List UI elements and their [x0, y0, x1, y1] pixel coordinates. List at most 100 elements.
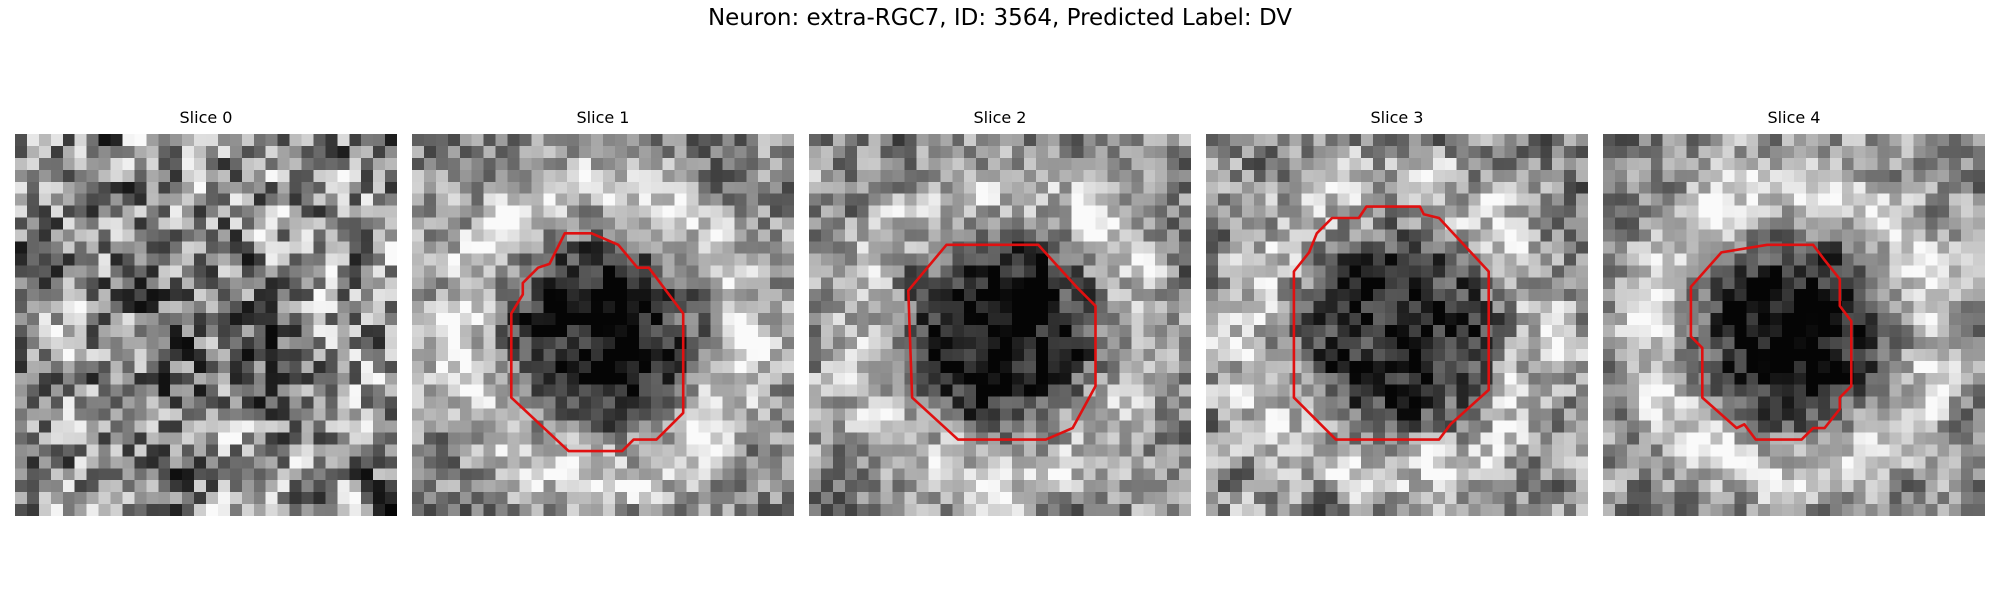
pixel: [26, 289, 40, 302]
pixel: [194, 169, 207, 183]
pixel: [1119, 444, 1132, 457]
pixel: [1143, 336, 1156, 350]
pixel: [868, 396, 882, 410]
pixel: [1432, 444, 1446, 457]
pixel: [1650, 420, 1664, 434]
pixel: [1229, 253, 1243, 266]
pixel: [1131, 468, 1144, 481]
pixel: [158, 336, 171, 350]
pixel: [844, 289, 858, 302]
pixel: [1373, 468, 1386, 481]
pixel: [1397, 217, 1410, 231]
pixel: [868, 492, 882, 505]
pixel: [1408, 480, 1422, 493]
pixel: [217, 468, 231, 481]
pixel: [1528, 181, 1541, 195]
pixel: [1638, 408, 1652, 422]
pixel: [1901, 372, 1914, 386]
pixel: [26, 217, 40, 231]
pixel: [1686, 408, 1700, 422]
pixel: [1961, 372, 1974, 386]
pixel: [674, 181, 688, 195]
pixel: [782, 468, 794, 481]
pixel: [1746, 253, 1759, 266]
pixel: [555, 468, 568, 481]
pixel: [337, 480, 350, 493]
pixel: [217, 193, 231, 207]
pixel: [1504, 372, 1517, 386]
pixel: [1540, 456, 1553, 469]
pixel: [1734, 145, 1747, 159]
pixel: [1564, 205, 1577, 219]
pixel: [1758, 336, 1771, 350]
pixel: [1167, 289, 1180, 302]
pixel: [1913, 265, 1926, 278]
pixel: [26, 408, 40, 422]
pixel: [1817, 301, 1831, 314]
pixel: [1746, 134, 1759, 147]
pixel: [1552, 420, 1565, 434]
pixel: [1853, 241, 1867, 254]
pixel: [447, 265, 461, 278]
pixel: [1301, 444, 1315, 457]
pixel: [722, 313, 735, 326]
pixel: [1241, 241, 1255, 254]
pixel: [1119, 468, 1132, 481]
pixel: [471, 134, 485, 147]
pixel: [1504, 301, 1517, 314]
pixel: [1877, 277, 1891, 290]
pixel: [988, 145, 1001, 159]
pixel: [1253, 157, 1267, 171]
pixel: [98, 253, 112, 266]
pixel: [543, 504, 556, 516]
pixel: [746, 169, 759, 183]
pixel: [1626, 301, 1640, 314]
pixel: [844, 169, 858, 183]
pixel: [1829, 348, 1843, 362]
pixel: [1000, 396, 1013, 410]
pixel: [1000, 181, 1013, 195]
pixel: [1626, 384, 1640, 398]
pixel: [1083, 420, 1097, 434]
pixel: [134, 193, 147, 207]
pixel: [301, 134, 315, 147]
pixel: [1131, 480, 1144, 493]
pixel: [1265, 193, 1279, 207]
pixel: [134, 241, 147, 254]
pixel: [146, 301, 159, 314]
pixel: [603, 193, 616, 207]
pixel: [435, 336, 449, 350]
pixel: [1325, 205, 1338, 219]
pixel: [277, 169, 291, 183]
pixel: [928, 229, 941, 243]
pixel: [229, 360, 243, 374]
pixel: [301, 169, 315, 183]
pixel: [1420, 372, 1434, 386]
pixel: [928, 492, 941, 505]
pixel: [1504, 336, 1517, 350]
pixel: [662, 360, 676, 374]
pixel: [15, 301, 28, 314]
pixel: [325, 229, 338, 243]
pixel: [662, 456, 676, 469]
pixel: [820, 444, 834, 457]
pixel: [1253, 253, 1267, 266]
pixel: [1349, 444, 1362, 457]
pixel: [74, 432, 88, 445]
pixel: [1626, 277, 1640, 290]
pixel: [1937, 169, 1950, 183]
pixel: [734, 468, 747, 481]
pixel: [373, 205, 386, 219]
pixel: [856, 384, 870, 398]
pixel: [1167, 348, 1180, 362]
pixel: [856, 289, 870, 302]
pixel: [1528, 277, 1541, 290]
pixel: [483, 241, 497, 254]
pixel: [1913, 145, 1926, 159]
pixel: [373, 313, 386, 326]
pixel: [74, 289, 88, 302]
pixel: [1131, 396, 1144, 410]
pixel: [1949, 444, 1962, 457]
pixel: [892, 205, 906, 219]
pixel: [1853, 444, 1867, 457]
